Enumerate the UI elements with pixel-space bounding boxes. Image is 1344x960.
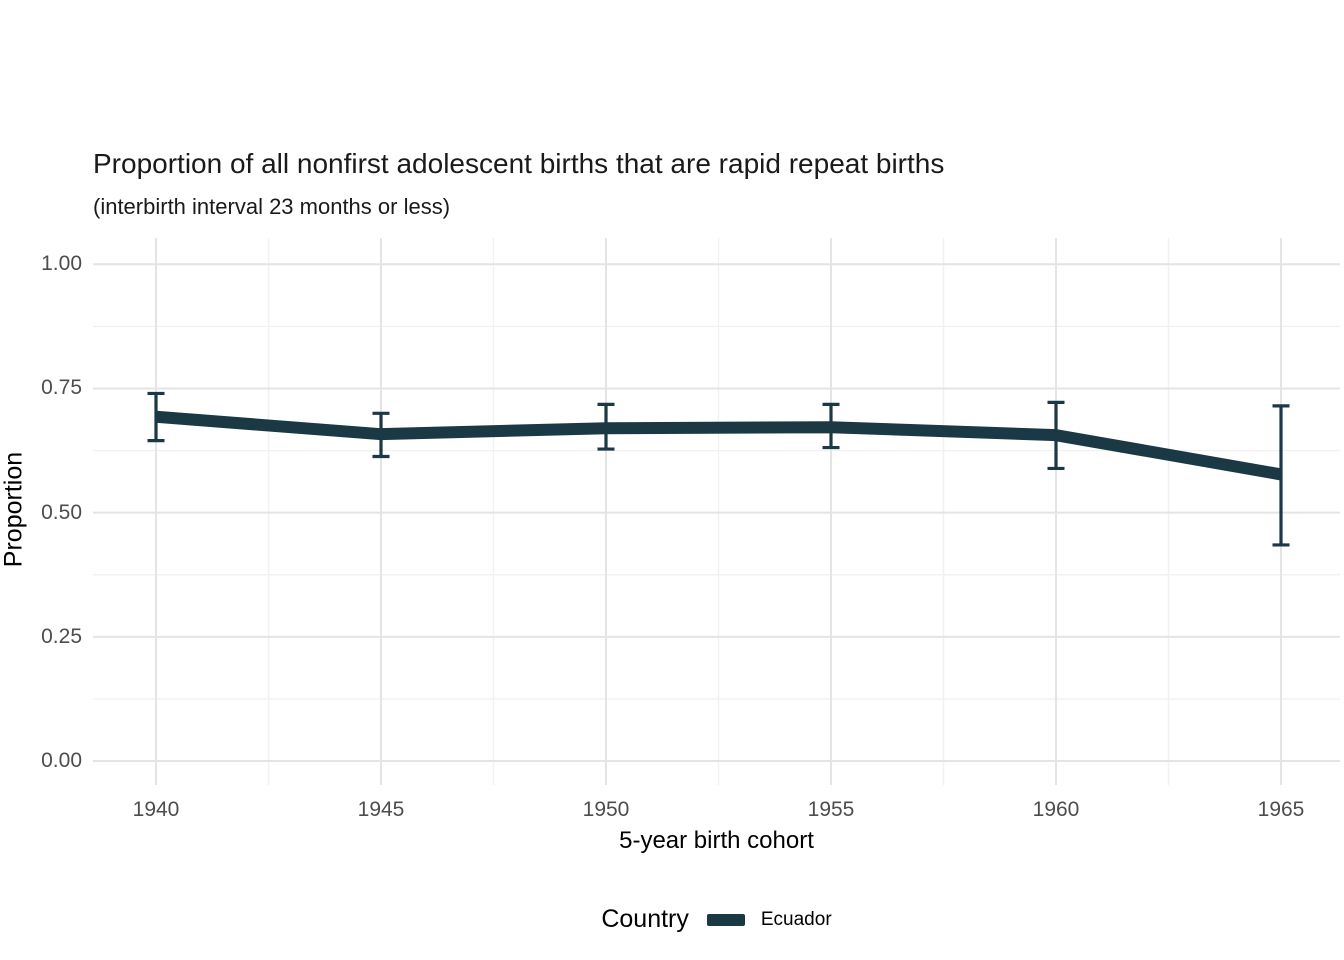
chart-subtitle: (interbirth interval 23 months or less) bbox=[93, 194, 451, 219]
x-tick-label: 1955 bbox=[807, 798, 855, 821]
x-tick-label: 1945 bbox=[357, 798, 405, 821]
x-tick-label: 1940 bbox=[132, 798, 180, 821]
y-tick-label: 1.00 bbox=[41, 252, 82, 276]
x-tick-label: 1950 bbox=[582, 798, 630, 821]
y-tick-label: 0.50 bbox=[41, 500, 82, 524]
legend-item-label: Ecuador bbox=[760, 908, 832, 930]
chart-title: Proportion of all nonfirst adolescent bi… bbox=[93, 148, 945, 179]
y-tick-label: 0.25 bbox=[41, 624, 82, 648]
x-axis-title: 5-year birth cohort bbox=[619, 827, 814, 854]
plot-area-svg bbox=[93, 238, 1340, 785]
plot-panel bbox=[93, 238, 1340, 785]
y-tick-label: 0.75 bbox=[41, 376, 82, 400]
legend-title: Country bbox=[601, 905, 689, 933]
y-tick-label: 0.00 bbox=[41, 749, 82, 772]
x-tick-label: 1960 bbox=[1032, 798, 1080, 821]
x-tick-label: 1965 bbox=[1257, 798, 1305, 821]
legend-line-swatch-icon bbox=[706, 913, 745, 926]
legend-item-ecuador: Ecuador bbox=[706, 908, 832, 931]
legend: Country Ecuador bbox=[93, 905, 1340, 934]
series-line-ecuador bbox=[155, 410, 1283, 481]
y-axis-title: Proportion bbox=[0, 451, 28, 568]
